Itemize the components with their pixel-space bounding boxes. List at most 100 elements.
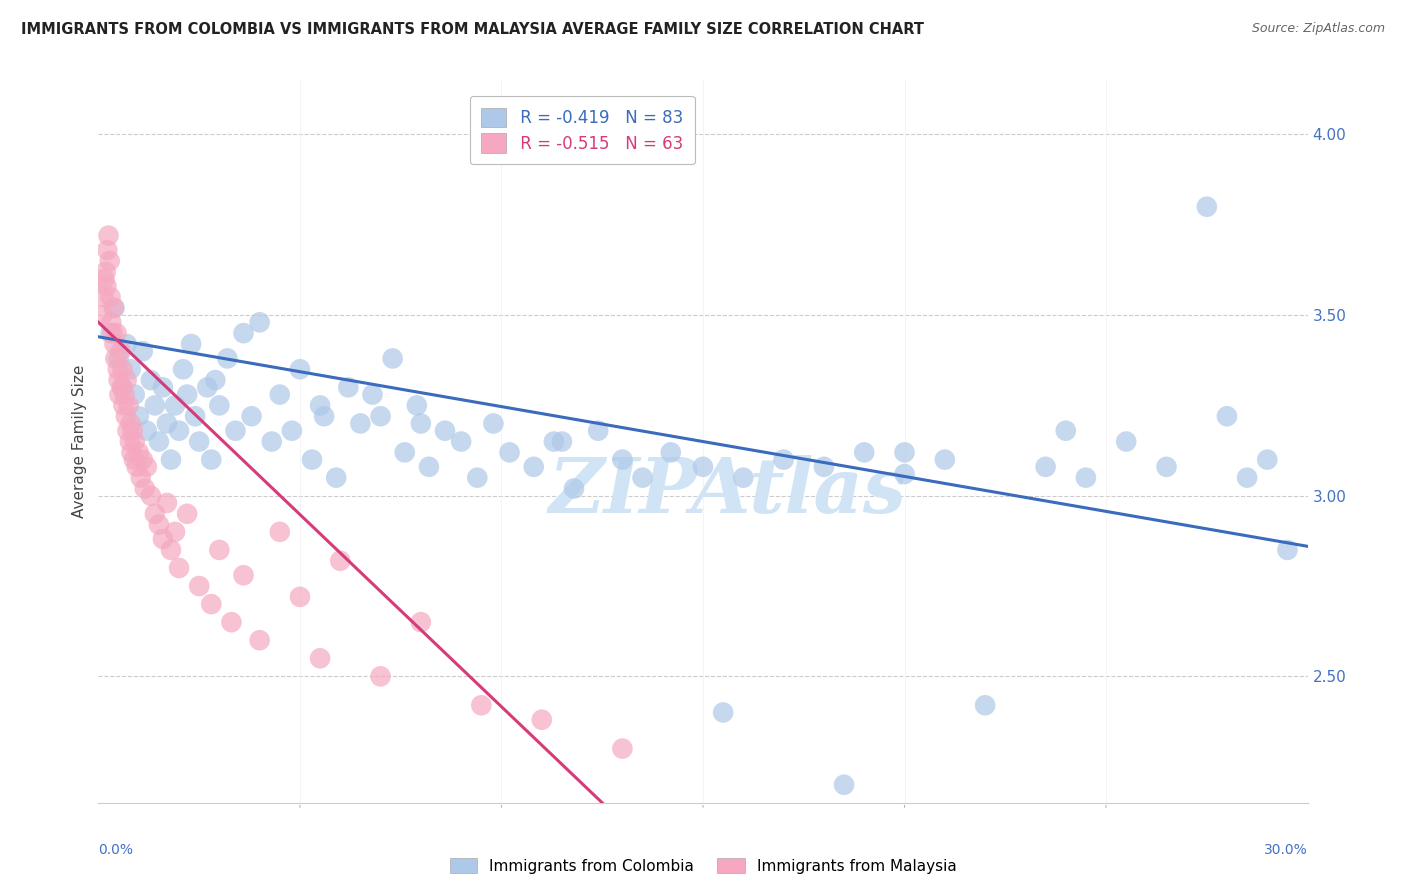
Point (329, 554, 352, 568)
Point (167, 424, 190, 438)
Text: Source: ZipAtlas.com: Source: ZipAtlas.com (1251, 22, 1385, 36)
Point (103, 301, 125, 315)
Point (208, 543, 231, 558)
Point (184, 409, 207, 424)
Point (482, 417, 505, 431)
Text: ZIPAtlas: ZIPAtlas (548, 455, 907, 529)
Point (121, 424, 143, 438)
Point (135, 424, 157, 438)
Point (139, 489, 162, 503)
Point (586, 424, 609, 438)
Point (288, 362, 311, 376)
Point (121, 445, 143, 459)
Point (163, 524, 186, 539)
Y-axis label: Average Family Size: Average Family Size (72, 365, 87, 518)
Point (523, 459, 546, 474)
Point (122, 452, 145, 467)
Point (301, 452, 323, 467)
Point (108, 387, 131, 401)
Point (143, 507, 166, 521)
Point (394, 445, 416, 459)
Point (143, 398, 166, 412)
Point (405, 398, 427, 412)
Point (125, 459, 148, 474)
Point (118, 398, 141, 412)
Point (172, 362, 194, 376)
Point (91, 308, 114, 322)
Point (733, 471, 755, 485)
Point (240, 409, 263, 424)
Point (711, 706, 734, 720)
Point (249, 315, 271, 329)
Point (1054, 424, 1077, 438)
Point (221, 615, 243, 630)
Point (103, 301, 125, 315)
Point (100, 290, 122, 304)
Point (288, 590, 311, 604)
Point (115, 373, 138, 387)
Point (120, 362, 142, 376)
Point (96, 279, 118, 293)
Point (96, 243, 118, 257)
Text: IMMIGRANTS FROM COLOMBIA VS IMMIGRANTS FROM MALAYSIA AVERAGE FAMILY SIZE CORRELA: IMMIGRANTS FROM COLOMBIA VS IMMIGRANTS F… (21, 22, 924, 37)
Point (134, 482, 156, 496)
Point (772, 452, 794, 467)
Point (269, 387, 291, 401)
Point (135, 459, 157, 474)
Point (98, 254, 121, 268)
Text: 30.0%: 30.0% (1264, 843, 1308, 856)
Point (309, 651, 332, 665)
Point (101, 326, 124, 341)
Point (152, 532, 174, 546)
Point (188, 579, 211, 593)
Point (107, 373, 129, 387)
Point (1156, 459, 1178, 474)
Point (188, 434, 211, 449)
Point (934, 452, 956, 467)
Point (103, 337, 125, 351)
Point (409, 417, 432, 431)
Point (160, 452, 183, 467)
Point (232, 568, 254, 582)
Point (112, 398, 135, 412)
Point (309, 398, 332, 412)
Point (128, 445, 150, 459)
Point (128, 409, 150, 424)
Point (160, 543, 183, 558)
Point (124, 387, 146, 401)
Point (132, 344, 155, 359)
Point (832, 778, 855, 792)
Point (659, 445, 682, 459)
Point (893, 467, 915, 481)
Point (114, 387, 136, 401)
Point (551, 434, 574, 449)
Point (543, 434, 565, 449)
Point (94, 265, 117, 279)
Point (100, 315, 122, 329)
Point (612, 452, 634, 467)
Point (156, 496, 179, 510)
Point (208, 398, 231, 412)
Point (176, 387, 198, 401)
Point (232, 326, 254, 341)
Point (217, 351, 239, 366)
Point (337, 380, 360, 394)
Point (97, 228, 120, 243)
Point (204, 373, 226, 387)
Point (152, 380, 174, 394)
Point (111, 380, 134, 394)
Point (269, 524, 291, 539)
Point (1236, 471, 1258, 485)
Point (813, 459, 835, 474)
Point (118, 434, 141, 449)
Point (156, 417, 179, 431)
Point (114, 409, 136, 424)
Point (124, 434, 146, 449)
Point (1216, 409, 1239, 424)
Text: 0.0%: 0.0% (98, 843, 134, 856)
Point (361, 387, 384, 401)
Point (314, 409, 336, 424)
Point (107, 362, 129, 376)
Point (530, 713, 553, 727)
Point (148, 517, 170, 532)
